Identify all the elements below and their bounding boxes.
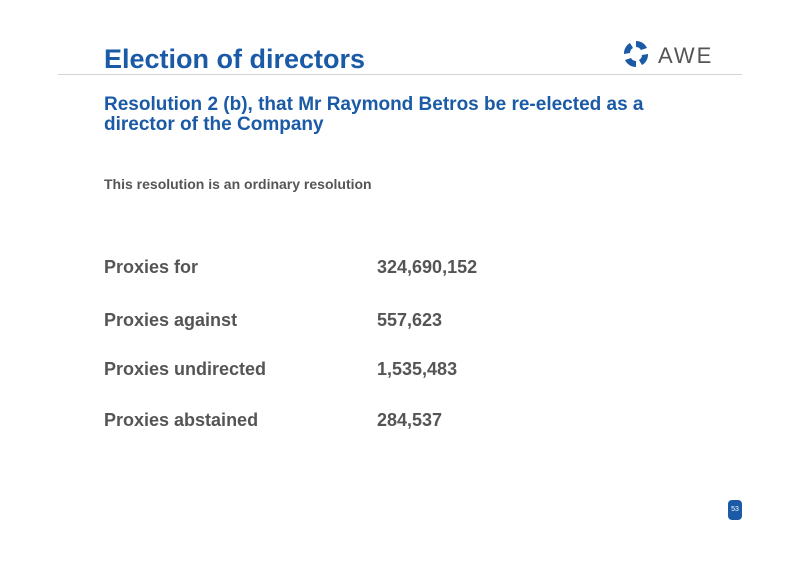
divider: [58, 74, 742, 75]
row-value: 1,535,483: [377, 359, 458, 379]
row-label: Proxies against: [104, 310, 238, 330]
row-value: 284,537: [377, 410, 443, 430]
row-value: 324,690,152: [377, 257, 478, 277]
note: This resolution is an ordinary resolutio…: [104, 176, 372, 192]
logo-icon: [623, 40, 649, 68]
logo-text: AWE: [658, 43, 713, 68]
row-value: 557,623: [377, 310, 443, 330]
subtitle: Resolution 2 (b), that Mr Raymond Betros…: [104, 94, 644, 135]
row-label: Proxies abstained: [104, 410, 259, 430]
row-label: Proxies for: [104, 257, 199, 277]
page-number: 53: [728, 500, 742, 520]
row-label: Proxies undirected: [104, 359, 267, 379]
logo: AWE: [623, 40, 713, 68]
slide-title: Election of directors: [104, 44, 366, 74]
